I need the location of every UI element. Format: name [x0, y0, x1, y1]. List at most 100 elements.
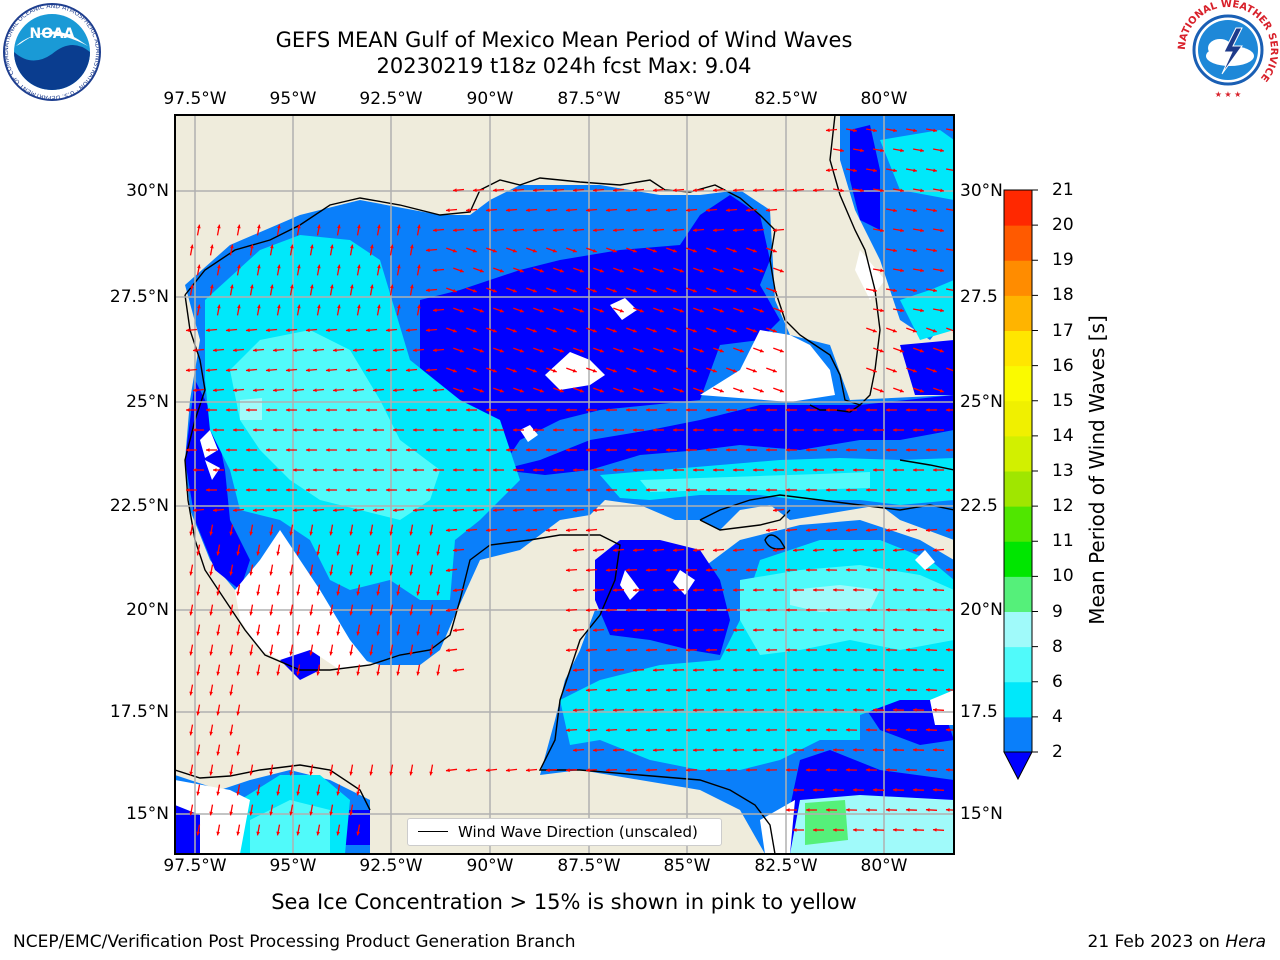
- wave-arrow-head: [840, 148, 844, 153]
- wave-arrow-head: [840, 188, 844, 193]
- wave-arrow-head: [386, 368, 390, 373]
- wave-arrow-head: [213, 508, 217, 513]
- wave-arrow-head: [276, 631, 280, 636]
- wave-arrow-head: [626, 688, 630, 692]
- wave-arrow-head: [853, 788, 857, 792]
- wave-arrow-head: [593, 228, 597, 233]
- wave-arrow-head: [646, 768, 650, 772]
- wave-arrow-head: [573, 708, 577, 713]
- wave-arrow-head: [766, 728, 770, 732]
- wave-arrow-head: [599, 348, 604, 353]
- wave-arrow-head: [289, 651, 293, 656]
- wave-arrow-head: [410, 244, 414, 249]
- wave-arrow-head: [216, 751, 220, 756]
- wave-arrow-head: [606, 688, 610, 692]
- wave-arrow-head: [772, 288, 777, 293]
- svg-text:NOAA: NOAA: [30, 26, 75, 42]
- wave-arrow-head: [526, 208, 530, 213]
- wave-arrow-head: [686, 768, 690, 772]
- wave-arrow-head: [253, 348, 257, 353]
- wave-arrow-head: [652, 368, 657, 373]
- wave-arrow-head: [416, 551, 420, 556]
- wave-arrow-head: [946, 728, 950, 732]
- wave-arrow-head: [653, 548, 657, 553]
- wave-arrow-head: [813, 628, 817, 632]
- wave-arrow-head: [813, 548, 817, 553]
- wave-arrow-head: [886, 608, 890, 612]
- wave-arrow-head: [566, 768, 570, 773]
- wave-arrow-head: [706, 448, 710, 452]
- wave-arrow-head: [196, 551, 200, 556]
- wave-arrow-head: [326, 328, 330, 333]
- wave-arrow-head: [566, 568, 570, 573]
- wave-arrow-head: [546, 488, 550, 492]
- wave-arrow-shaft: [945, 168, 954, 172]
- wave-arrow-head: [913, 248, 917, 253]
- wave-arrow-head: [593, 588, 597, 593]
- wave-arrow-head: [229, 811, 233, 816]
- wave-arrow-head: [197, 224, 201, 229]
- wave-arrow-head: [186, 488, 190, 492]
- wave-arrow-head: [426, 488, 430, 492]
- wave-arrow-head: [472, 288, 477, 293]
- wave-arrow-head: [612, 368, 617, 373]
- wave-arrow-head: [886, 728, 890, 732]
- wave-arrow-head: [653, 748, 657, 752]
- lon-tick-bottom: 80°W: [860, 856, 908, 876]
- wave-arrow-head: [286, 448, 290, 452]
- wave-arrow-head: [866, 608, 870, 612]
- wave-arrow-head: [353, 468, 357, 472]
- wave-arrow-head: [506, 488, 510, 492]
- lat-tick-right: 20°N: [960, 600, 1003, 620]
- wave-arrow-head: [519, 308, 524, 313]
- wave-arrow-head: [276, 791, 280, 796]
- wave-arrow-head: [492, 368, 497, 373]
- wave-arrow-head: [732, 368, 737, 373]
- wave-arrow-head: [349, 571, 353, 576]
- wave-arrow-head: [493, 228, 497, 233]
- wave-arrow-head: [459, 348, 464, 353]
- wave-arrow-head: [230, 284, 234, 289]
- wave-arrow-head: [873, 548, 877, 553]
- wave-arrow-head: [189, 531, 193, 536]
- wave-arrow-head: [633, 628, 637, 632]
- wave-arrow-head: [473, 428, 477, 432]
- wave-arrow-shaft: [945, 248, 954, 252]
- wave-arrow-head: [693, 548, 697, 553]
- wave-arrow-head: [933, 788, 937, 792]
- wave-arrow-head: [806, 688, 810, 692]
- wave-arrow-head: [573, 588, 577, 593]
- wave-arrow-head: [673, 628, 677, 632]
- wave-arrow-head: [733, 468, 737, 472]
- wave-arrow-head: [933, 248, 937, 253]
- wave-arrow-head: [346, 488, 350, 492]
- wave-arrow-head: [779, 268, 784, 273]
- wave-arrow-head: [559, 348, 564, 353]
- wave-arrow-head: [310, 244, 314, 249]
- wave-arrow-head: [337, 224, 341, 229]
- wave-arrow-head: [653, 468, 657, 472]
- wave-arrow-head: [806, 528, 810, 533]
- wave-arrow-head: [216, 711, 220, 716]
- wave-arrow-head: [872, 368, 877, 373]
- wave-arrow-head: [753, 668, 757, 672]
- wave-arrow-head: [793, 668, 797, 672]
- wave-arrow-head: [249, 611, 253, 616]
- wave-arrow-head: [773, 228, 777, 233]
- wave-arrow-head: [726, 208, 730, 213]
- wave-arrow-head: [209, 731, 213, 736]
- wave-arrow-head: [933, 748, 937, 752]
- colorbar-tick-label: 12: [1052, 496, 1074, 517]
- wave-arrow-head: [573, 748, 577, 753]
- wave-arrow-head: [572, 288, 577, 293]
- wave-arrow-head: [632, 328, 637, 333]
- wave-arrow-head: [446, 648, 450, 653]
- wave-arrow-head: [386, 328, 390, 333]
- wave-arrow-head: [773, 748, 777, 752]
- wave-arrow-head: [466, 448, 470, 452]
- wave-arrow-head: [353, 428, 357, 432]
- wave-arrow-head: [626, 488, 630, 492]
- wave-arrow-head: [326, 448, 330, 452]
- wave-arrow-head: [673, 708, 677, 712]
- wave-arrow-head: [466, 768, 470, 773]
